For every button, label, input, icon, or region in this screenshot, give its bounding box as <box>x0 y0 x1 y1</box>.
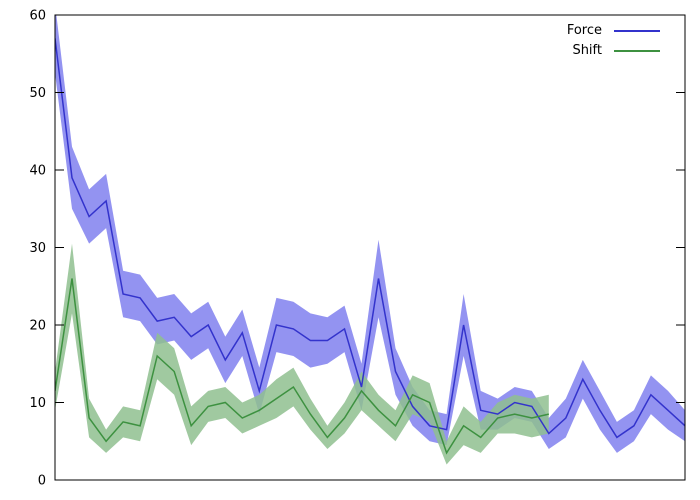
legend-item-force: Force <box>567 24 660 37</box>
legend-item-shift: Shift <box>572 44 660 57</box>
y-tick-label: 30 <box>29 241 46 256</box>
legend-label-shift: Shift <box>572 43 602 58</box>
legend-line-force <box>614 29 660 32</box>
y-tick-label: 40 <box>29 164 46 179</box>
y-tick-label: 0 <box>38 474 46 489</box>
y-tick-label: 50 <box>29 86 46 101</box>
line-shift <box>55 278 549 455</box>
y-tick-label: 10 <box>29 396 46 411</box>
y-tick-label: 60 <box>29 9 46 24</box>
legend-line-shift <box>614 49 660 52</box>
band-force <box>55 15 685 453</box>
legend-label-force: Force <box>566 23 602 38</box>
plot-area <box>55 15 685 465</box>
legend: Force Shift <box>567 24 660 57</box>
line-force <box>55 38 685 439</box>
band-shift <box>55 243 549 465</box>
y-tick-label: 20 <box>29 319 46 334</box>
